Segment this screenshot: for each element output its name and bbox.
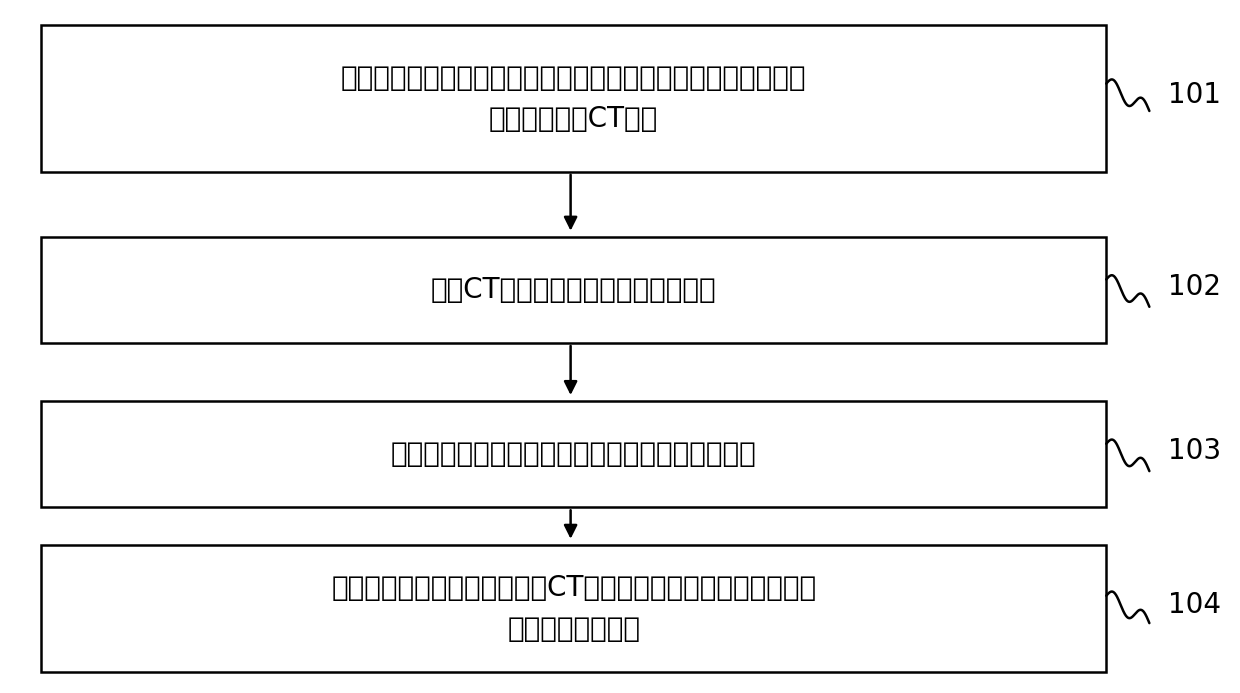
Text: 确定目标病人待分析的放疗计划类型，并获取与放疗计划类型对
应人体部位的CT图像: 确定目标病人待分析的放疗计划类型，并获取与放疗计划类型对 应人体部位的CT图像 — [341, 64, 806, 133]
FancyBboxPatch shape — [41, 545, 1106, 672]
FancyBboxPatch shape — [41, 401, 1106, 507]
Text: 根据计划参数信息和配置后的CT图像，分析得到目标病人对应的
放疗计划设计信息: 根据计划参数信息和配置后的CT图像，分析得到目标病人对应的 放疗计划设计信息 — [331, 574, 816, 643]
FancyBboxPatch shape — [41, 25, 1106, 172]
Text: 101: 101 — [1168, 81, 1221, 109]
Text: 104: 104 — [1168, 591, 1221, 619]
Text: 102: 102 — [1168, 272, 1221, 301]
Text: 103: 103 — [1168, 437, 1221, 465]
Text: 依据目标病人的医生处方信息，确定计划参数信息: 依据目标病人的医生处方信息，确定计划参数信息 — [391, 440, 756, 468]
FancyBboxPatch shape — [41, 237, 1106, 343]
Text: 配置CT图像对应的分析准备参数信息: 配置CT图像对应的分析准备参数信息 — [430, 276, 717, 304]
